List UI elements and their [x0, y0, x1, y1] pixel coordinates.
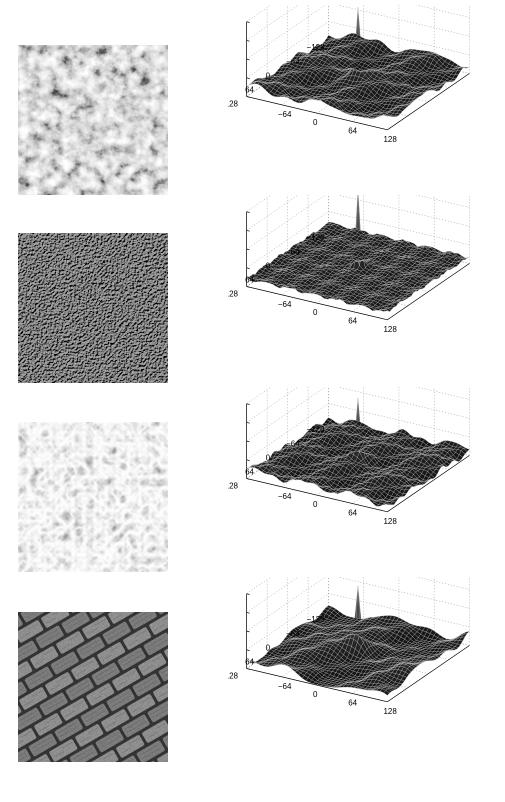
tick-label: −64 — [278, 300, 292, 309]
tick-label: −64 — [286, 629, 300, 638]
tick-label: −64 — [286, 247, 300, 256]
texture-image-woven — [18, 612, 168, 762]
tick-label: 64 — [245, 85, 254, 94]
tick-label: 128 — [383, 707, 397, 716]
surface-plot-2: 128 64 0 −64 −128 −64 0 64 128 — [228, 195, 498, 380]
tick-label: 64 — [245, 275, 254, 284]
tick-label: 64 — [348, 316, 357, 325]
tick-label: −128 — [307, 615, 326, 624]
surface-plot-1: 128 64 0 −64 −128 −64 0 64 128 — [228, 5, 498, 190]
tick-label: −128 — [307, 233, 326, 242]
surface-mesh — [247, 398, 470, 507]
surface-plot-3: 128 64 0 −64 −128 −64 0 64 128 — [228, 387, 498, 572]
tick-label: 64 — [245, 657, 254, 666]
tick-label: −128 — [307, 425, 326, 434]
tick-label: 128 — [383, 325, 397, 334]
tick-label: 0 — [313, 308, 318, 317]
tick-label: 128 — [228, 290, 239, 299]
tick-label: −128 — [307, 43, 326, 52]
surface-mesh — [247, 7, 470, 119]
tick-label: 0 — [266, 453, 271, 462]
tick-label: 64 — [348, 698, 357, 707]
figure-row-4: 128 64 0 −64 −128 −64 0 64 128 — [0, 612, 505, 802]
surface-mesh — [247, 586, 470, 696]
tick-label: 128 — [228, 100, 239, 109]
tick-label: 128 — [228, 672, 239, 681]
tick-label: 64 — [348, 126, 357, 135]
tick-label: 0 — [266, 643, 271, 652]
tick-label: −64 — [278, 682, 292, 691]
tick-label: 64 — [245, 467, 254, 476]
tick-label: −64 — [286, 439, 300, 448]
tick-label: 128 — [383, 135, 397, 144]
tick-label: −64 — [286, 57, 300, 66]
tick-label: 0 — [313, 500, 318, 509]
tick-label: 0 — [266, 261, 271, 270]
tick-label: 64 — [348, 508, 357, 517]
tick-label: −64 — [278, 492, 292, 501]
texture-image-rough — [18, 45, 168, 195]
tick-label: 128 — [383, 517, 397, 526]
texture-image-cellular — [18, 422, 168, 572]
tick-label: −64 — [278, 110, 292, 119]
tick-label: 0 — [266, 71, 271, 80]
texture-image-pebbled — [18, 233, 168, 383]
surface-plot-4: 128 64 0 −64 −128 −64 0 64 128 — [228, 577, 498, 762]
tick-label: 0 — [313, 690, 318, 699]
tick-label: 0 — [313, 118, 318, 127]
tick-label: 128 — [228, 482, 239, 491]
